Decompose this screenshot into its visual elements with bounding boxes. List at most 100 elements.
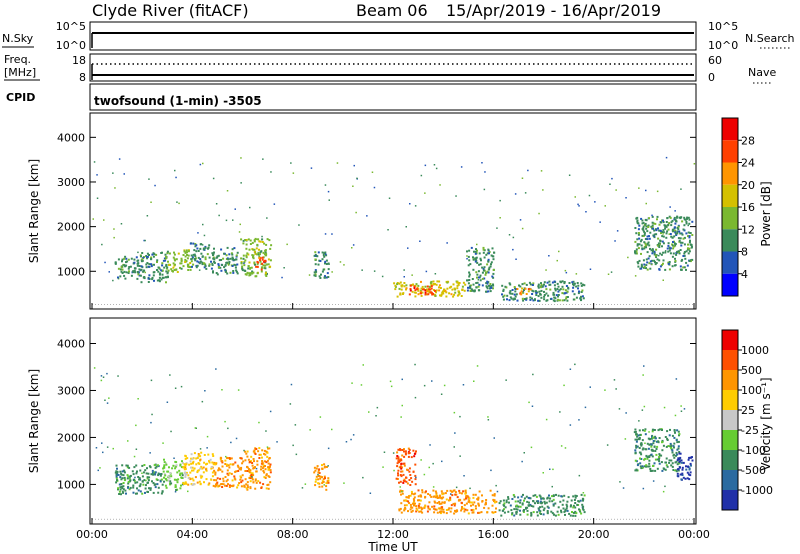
range-gate-cell — [662, 229, 665, 232]
range-gate-cell — [249, 477, 252, 480]
range-gate-cell — [224, 269, 226, 271]
range-gate-cell — [146, 257, 149, 260]
ytick-label: 4000 — [57, 131, 85, 144]
range-gate-cell — [212, 253, 215, 256]
range-gate-cell — [622, 487, 625, 489]
range-gate-cell — [503, 511, 506, 514]
range-gate-cell — [254, 447, 257, 450]
range-gate-cell — [144, 239, 146, 242]
range-gate-cell — [315, 467, 318, 470]
range-gate-cell — [240, 238, 243, 241]
colorbar-segment — [722, 330, 738, 350]
range-gate-cell — [443, 288, 445, 291]
range-gate-cell — [513, 508, 516, 511]
range-gate-cell — [125, 271, 128, 274]
range-gate-cell — [581, 507, 584, 510]
range-gate-cell — [322, 254, 325, 256]
range-gate-cell — [658, 244, 661, 246]
range-gate-cell — [492, 276, 495, 279]
range-gate-cell — [438, 286, 440, 289]
range-gate-cell — [244, 478, 247, 481]
colorbar-tick-label: 24 — [741, 157, 755, 170]
range-gate-cell — [503, 294, 506, 297]
range-gate-cell — [641, 247, 644, 250]
range-gate-cell — [461, 285, 464, 288]
range-gate-cell — [413, 287, 416, 289]
range-gate-cell — [576, 282, 579, 284]
range-gate-cell — [640, 263, 643, 266]
range-gate-cell — [645, 264, 648, 267]
range-gate-cell — [125, 464, 128, 467]
range-gate-cell — [530, 511, 533, 514]
range-gate-cell — [486, 280, 489, 283]
range-gate-cell — [189, 460, 192, 463]
range-gate-cell — [638, 420, 640, 422]
range-gate-cell — [100, 379, 103, 382]
range-gate-cell — [193, 467, 196, 470]
range-gate-cell — [656, 215, 659, 218]
range-gate-cell — [450, 293, 453, 296]
range-gate-cell — [458, 489, 461, 492]
range-gate-cell — [635, 232, 638, 235]
range-gate-cell — [635, 444, 638, 447]
range-gate-cell — [234, 461, 237, 464]
range-gate-cell — [572, 504, 575, 507]
range-gate-cell — [640, 267, 643, 270]
range-gate-cell — [327, 190, 330, 193]
range-gate-cell — [660, 232, 662, 235]
range-gate-cell — [679, 466, 681, 469]
range-gate-cell — [525, 297, 528, 300]
range-gate-cell — [502, 503, 505, 506]
range-gate-cell — [227, 457, 230, 460]
range-gate-cell — [247, 265, 250, 268]
range-gate-cell — [689, 260, 692, 263]
range-gate-cell — [485, 499, 488, 501]
range-gate-cell — [203, 481, 205, 484]
range-gate-cell — [104, 399, 106, 401]
range-gate-cell — [527, 504, 530, 507]
range-gate-cell — [566, 290, 569, 293]
range-gate-cell — [466, 258, 468, 260]
range-gate-cell — [670, 459, 673, 462]
range-gate-cell — [459, 455, 461, 457]
range-gate-cell — [530, 446, 533, 449]
range-gate-cell — [676, 429, 679, 432]
range-gate-cell — [157, 486, 160, 489]
range-gate-cell — [253, 240, 256, 243]
range-gate-cell — [511, 292, 514, 295]
range-gate-cell — [187, 477, 190, 480]
range-gate-cell — [648, 465, 651, 468]
range-gate-cell — [387, 229, 389, 231]
range-gate-cell — [247, 458, 250, 461]
range-gate-cell — [645, 225, 648, 228]
nsearch-label: N.Search — [745, 32, 795, 45]
range-gate-cell — [533, 299, 536, 302]
range-gate-cell — [613, 379, 616, 381]
range-gate-cell — [176, 471, 179, 474]
range-gate-cell — [230, 472, 233, 475]
range-gate-cell — [398, 282, 401, 285]
range-gate-cell — [538, 212, 540, 215]
range-gate-cell — [419, 499, 422, 502]
range-gate-cell — [646, 242, 649, 245]
range-gate-cell — [589, 268, 592, 270]
colorbar-segment — [722, 207, 738, 230]
range-gate-cell — [261, 449, 264, 452]
range-gate-cell — [672, 252, 675, 255]
range-gate-cell — [267, 447, 270, 450]
range-gate-cell — [574, 363, 576, 366]
range-gate-cell — [687, 458, 690, 461]
range-gate-cell — [532, 282, 535, 285]
range-gate-cell — [677, 237, 680, 240]
range-gate-cell — [269, 471, 272, 474]
range-gate-cell — [436, 280, 439, 283]
range-gate-cell — [323, 255, 326, 258]
range-gate-cell — [671, 465, 674, 468]
range-gate-cell — [216, 255, 219, 258]
range-gate-cell — [455, 509, 458, 512]
range-gate-cell — [464, 490, 467, 493]
range-gate-cell — [252, 271, 255, 274]
range-gate-cell — [402, 473, 405, 476]
range-gate-cell — [191, 477, 194, 480]
range-gate-cell — [640, 244, 643, 247]
